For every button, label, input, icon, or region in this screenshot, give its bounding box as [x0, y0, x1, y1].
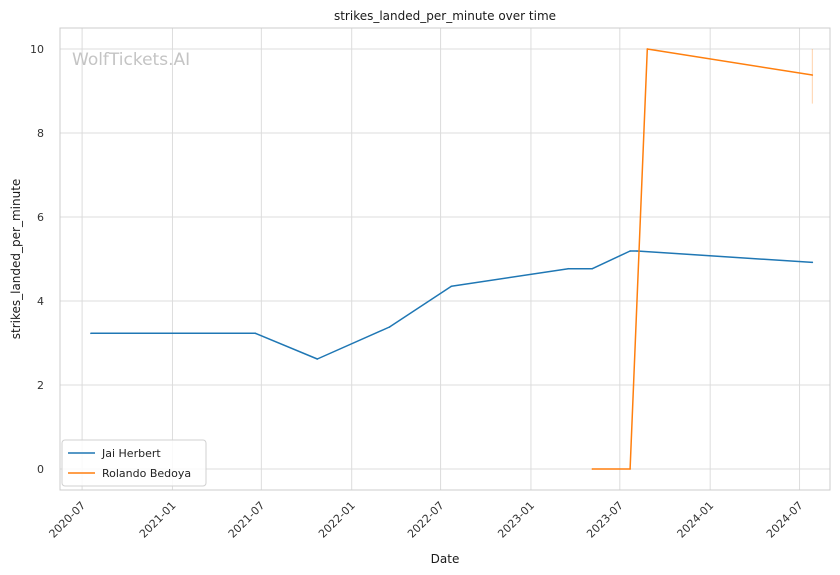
- y-tick-label: 6: [37, 211, 44, 224]
- data-point: [591, 468, 594, 470]
- y-axis-title: strikes_landed_per_minute: [9, 179, 23, 340]
- data-point: [811, 74, 814, 76]
- data-point: [450, 285, 453, 288]
- data-point: [90, 332, 92, 335]
- legend-label: Jai Herbert: [101, 447, 161, 460]
- legend: Jai Herbert Rolando Bedoya: [61, 439, 207, 487]
- grid-layer: [60, 28, 830, 490]
- data-point: [254, 332, 257, 335]
- y-tick-label: 8: [37, 127, 44, 140]
- chart-title: strikes_landed_per_minute over time: [334, 9, 556, 23]
- data-point: [316, 358, 319, 360]
- data-point: [811, 261, 814, 264]
- data-point: [636, 250, 638, 252]
- series-line-2: [592, 48, 813, 470]
- legend-box: [61, 439, 207, 487]
- data-point: [646, 48, 649, 50]
- data-point: [629, 250, 631, 252]
- data-point: [567, 267, 570, 270]
- data-point: [591, 267, 594, 270]
- plot-frame: [59, 27, 831, 491]
- data-point: [388, 326, 391, 328]
- y-tick-label: 4: [37, 295, 44, 308]
- watermark-text: WolfTickets.AI: [72, 50, 190, 70]
- series-layer: [90, 48, 814, 470]
- y-tick-label: 10: [30, 43, 44, 56]
- y-tick-label: 0: [37, 463, 44, 476]
- legend-label: Rolando Bedoya: [102, 467, 191, 480]
- series-line-1: [90, 250, 813, 360]
- x-axis-title: Date: [431, 552, 460, 566]
- data-point: [629, 468, 631, 470]
- y-tick-label: 2: [37, 379, 44, 392]
